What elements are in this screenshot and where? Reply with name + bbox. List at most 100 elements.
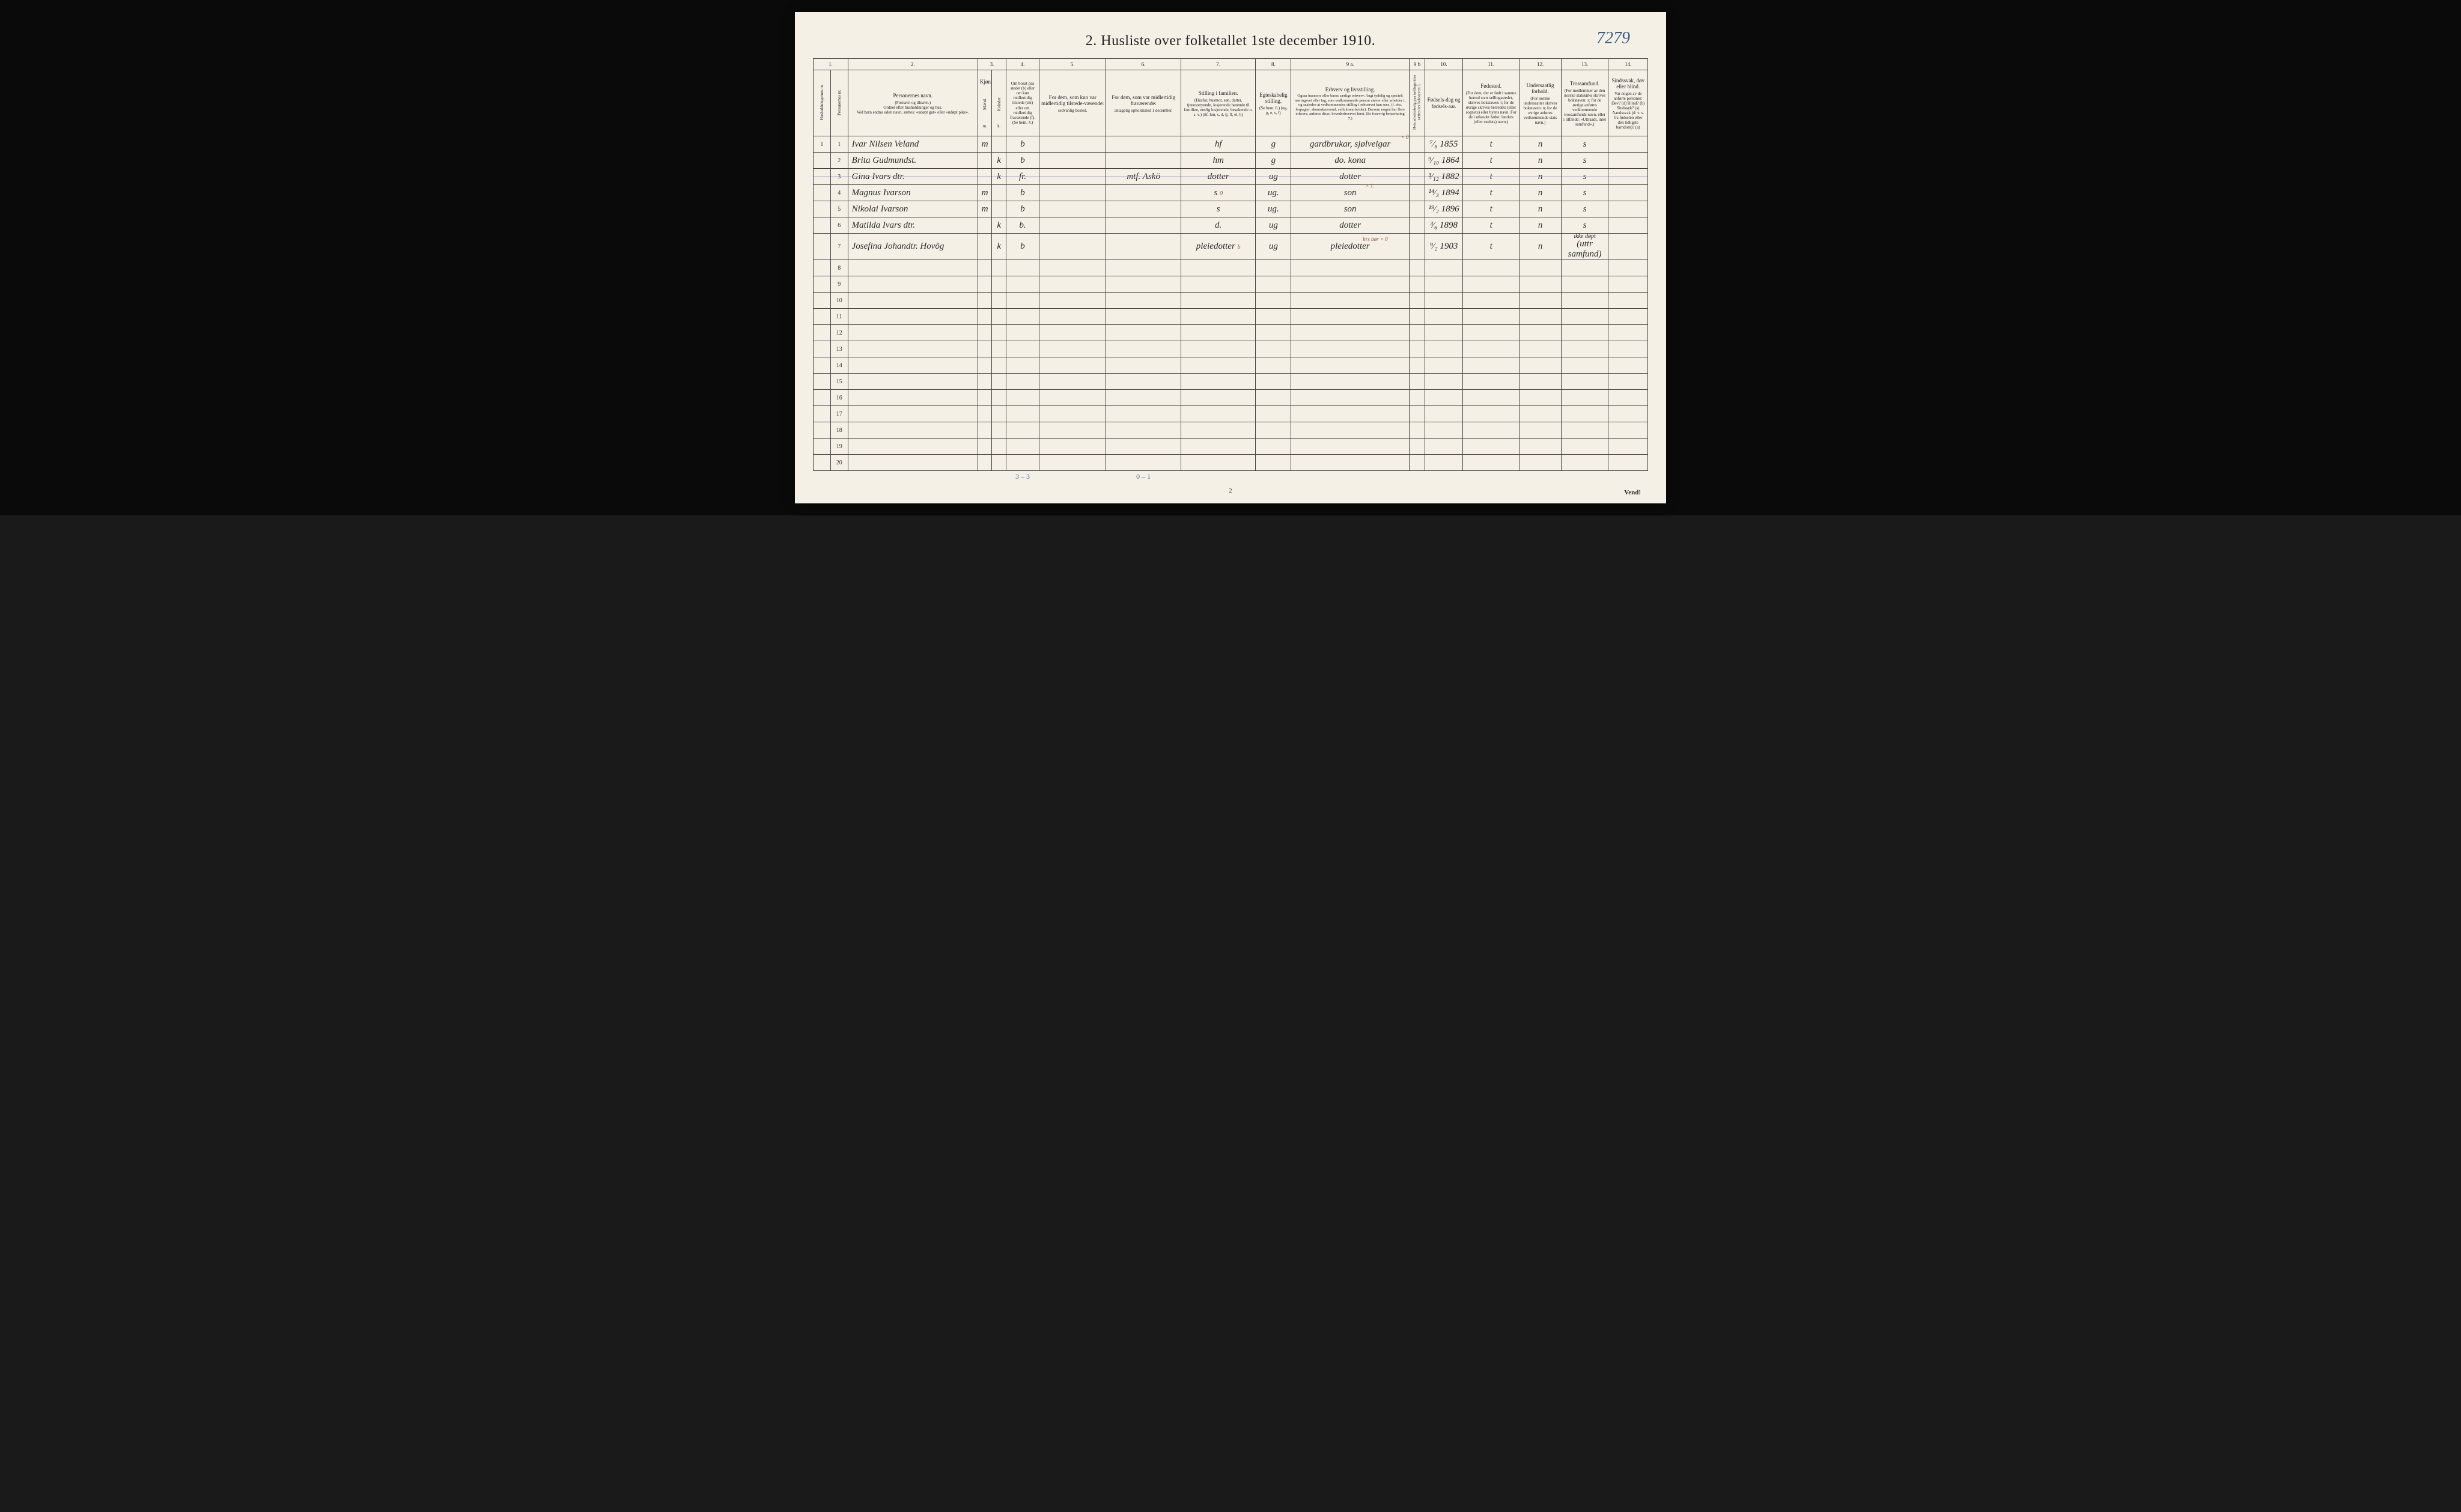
table-cell [1106,276,1181,293]
column-number: 12. [1519,59,1561,70]
table-row: 9 [814,276,1648,293]
table-cell [978,341,992,357]
column-number: 6. [1106,59,1181,70]
table-cell [848,357,978,374]
table-cell [1608,217,1648,234]
table-cell [1561,357,1608,374]
table-cell [848,293,978,309]
table-cell [1291,439,1410,455]
table-cell: s [1561,217,1608,234]
table-cell [1256,260,1291,276]
table-cell [1519,422,1561,439]
table-cell: s [1561,201,1608,217]
table-cell [1608,309,1648,325]
table-cell [1425,293,1463,309]
table-cell [992,455,1006,471]
table-cell [1409,260,1425,276]
table-cell: 10 [830,293,848,309]
table-cell [978,422,992,439]
table-cell [1463,357,1519,374]
table-cell [1291,293,1410,309]
table-cell: b [1006,234,1039,260]
table-cell [978,260,992,276]
table-cell: Matilda Ivars dtr. [848,217,978,234]
table-cell: n [1519,185,1561,201]
table-cell [1561,293,1608,309]
table-cell: 14 [830,357,848,374]
table-cell [1181,406,1255,422]
table-cell [1561,406,1608,422]
table-cell: son× 1. [1291,185,1410,201]
table-body: 11Ivar Nilsen Velandmbhfggardbrukar, sjø… [814,136,1648,486]
table-cell [1425,422,1463,439]
table-cell [814,309,831,325]
table-cell [1519,325,1561,341]
table-row: 4Magnus Ivarsonmbs 0ug.son× 1.¹⁴⁄₃ 1894t… [814,185,1648,201]
column-header: For dem, som kun var midlertidig tilsted… [1039,70,1106,136]
table-cell: s [1561,153,1608,169]
footer-cell [1039,471,1106,486]
table-cell [1006,309,1039,325]
table-cell [1256,406,1291,422]
table-cell [1409,439,1425,455]
table-cell [1181,357,1255,374]
table-cell [1608,260,1648,276]
table-cell [1006,325,1039,341]
table-cell: hm [1181,153,1255,169]
table-cell [814,406,831,422]
table-cell: b. [1006,217,1039,234]
table-cell: ⁷⁄₈ 1855 [1425,136,1463,153]
table-cell [1181,260,1255,276]
table-cell [1463,422,1519,439]
column-header: Egteskabelig stilling.(Se bem. 6.) (ug, … [1256,70,1291,136]
table-cell [1608,234,1648,260]
table-cell [1006,406,1039,422]
table-cell [1256,374,1291,390]
table-cell [1106,374,1181,390]
table-cell: dotter [1181,169,1255,185]
table-cell [1006,455,1039,471]
footer-cell [1519,471,1561,486]
table-cell [814,374,831,390]
table-cell [1608,293,1648,309]
table-row: 15 [814,374,1648,390]
table-cell [1425,325,1463,341]
table-cell: 1 [830,136,848,153]
table-cell: n [1519,169,1561,185]
table-cell: d. [1181,217,1255,234]
table-cell [1256,455,1291,471]
column-header: Sindssvak, døv eller blind.Var nogen av … [1608,70,1648,136]
column-number: 7. [1181,59,1255,70]
table-cell: Nikolai Ivarson [848,201,978,217]
column-header: Om bosat paa stedet (b) eller om kun mid… [1006,70,1039,136]
table-row: 13 [814,341,1648,357]
column-number: 9 b [1409,59,1425,70]
table-cell [814,234,831,260]
table-cell [1106,406,1181,422]
table-cell [1519,455,1561,471]
table-cell: pleiedotterhrs bør × 0 [1291,234,1410,260]
table-cell [1608,374,1648,390]
table-cell [1181,439,1255,455]
footer-cell [1463,471,1519,486]
table-cell: 3 [830,169,848,185]
table-cell: t [1463,153,1519,169]
table-cell [1425,390,1463,406]
table-cell [1106,260,1181,276]
table-cell [1519,260,1561,276]
table-cell: 8 [830,260,848,276]
table-cell [1106,136,1181,153]
table-cell: 17 [830,406,848,422]
table-cell [1256,341,1291,357]
footer-cell: 3 – 3 [1006,471,1039,486]
table-cell: ug [1256,234,1291,260]
table-cell: n [1519,217,1561,234]
table-cell [1409,136,1425,153]
table-row: 10 [814,293,1648,309]
table-cell [1106,234,1181,260]
column-header: Trossamfund.(For medlemmer av den norske… [1561,70,1608,136]
table-cell [978,374,992,390]
footer-cell [978,471,992,486]
table-cell [1409,390,1425,406]
table-cell [1039,185,1106,201]
